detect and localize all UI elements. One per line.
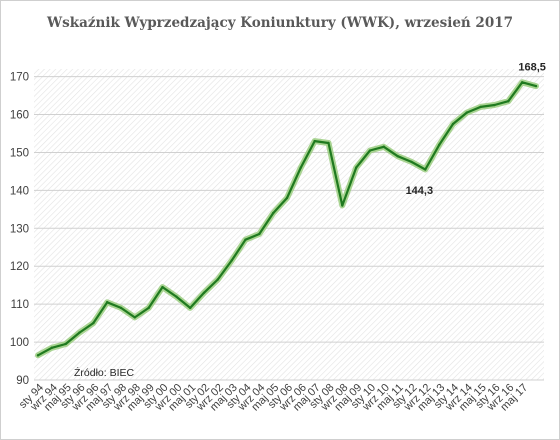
y-tick-label: 130 (10, 223, 29, 235)
data-point (507, 100, 510, 103)
y-tick-label: 100 (10, 337, 29, 349)
data-annotation: 144,3 (406, 185, 434, 197)
data-point (105, 301, 109, 304)
data-point (216, 278, 220, 281)
data-point (119, 306, 123, 310)
data-point (133, 316, 137, 319)
y-tick-label: 120 (10, 261, 29, 273)
data-point (188, 306, 192, 310)
data-point (534, 84, 538, 88)
data-point (354, 166, 358, 169)
data-point (230, 259, 233, 262)
y-tick-label: 110 (11, 299, 29, 311)
data-point (285, 196, 289, 200)
data-point (50, 346, 54, 349)
data-point (147, 306, 150, 310)
data-point (479, 105, 482, 109)
y-tick-label: 160 (10, 110, 29, 122)
data-point (410, 160, 413, 164)
data-point (465, 111, 469, 114)
data-point (424, 168, 427, 171)
series-layer (35, 79, 539, 359)
data-point (161, 285, 164, 289)
data-point (382, 145, 386, 148)
data-point (299, 166, 303, 169)
data-point (271, 211, 275, 215)
data-point (437, 143, 441, 147)
data-point (493, 103, 496, 107)
data-point (64, 342, 67, 346)
y-axis: 90 100 110 120 130 140 150 160 170 (10, 72, 29, 387)
y-tick-label: 150 (10, 147, 29, 159)
data-point (396, 155, 399, 158)
data-point (92, 321, 95, 325)
y-tick-label: 140 (10, 185, 29, 197)
data-point (341, 204, 344, 207)
y-tick-label: 170 (10, 72, 29, 84)
chart-title: Wskaźnik Wyprzedzający Koniunktury (WWK)… (46, 15, 513, 31)
data-point (36, 354, 40, 357)
data-point (78, 331, 81, 334)
data-point (202, 291, 206, 294)
data-point (313, 139, 316, 143)
y-tick-label: 90 (16, 375, 29, 387)
data-point (368, 149, 372, 152)
annotations: 144,3 168,5 (406, 61, 546, 197)
data-point (244, 238, 247, 241)
source-note: Źródło: BIEC (74, 366, 135, 379)
data-point (327, 141, 330, 145)
data-point (520, 81, 524, 84)
data-point (451, 122, 455, 126)
data-point (258, 232, 261, 236)
data-point (175, 295, 178, 298)
data-annotation: 168,5 (518, 61, 546, 73)
